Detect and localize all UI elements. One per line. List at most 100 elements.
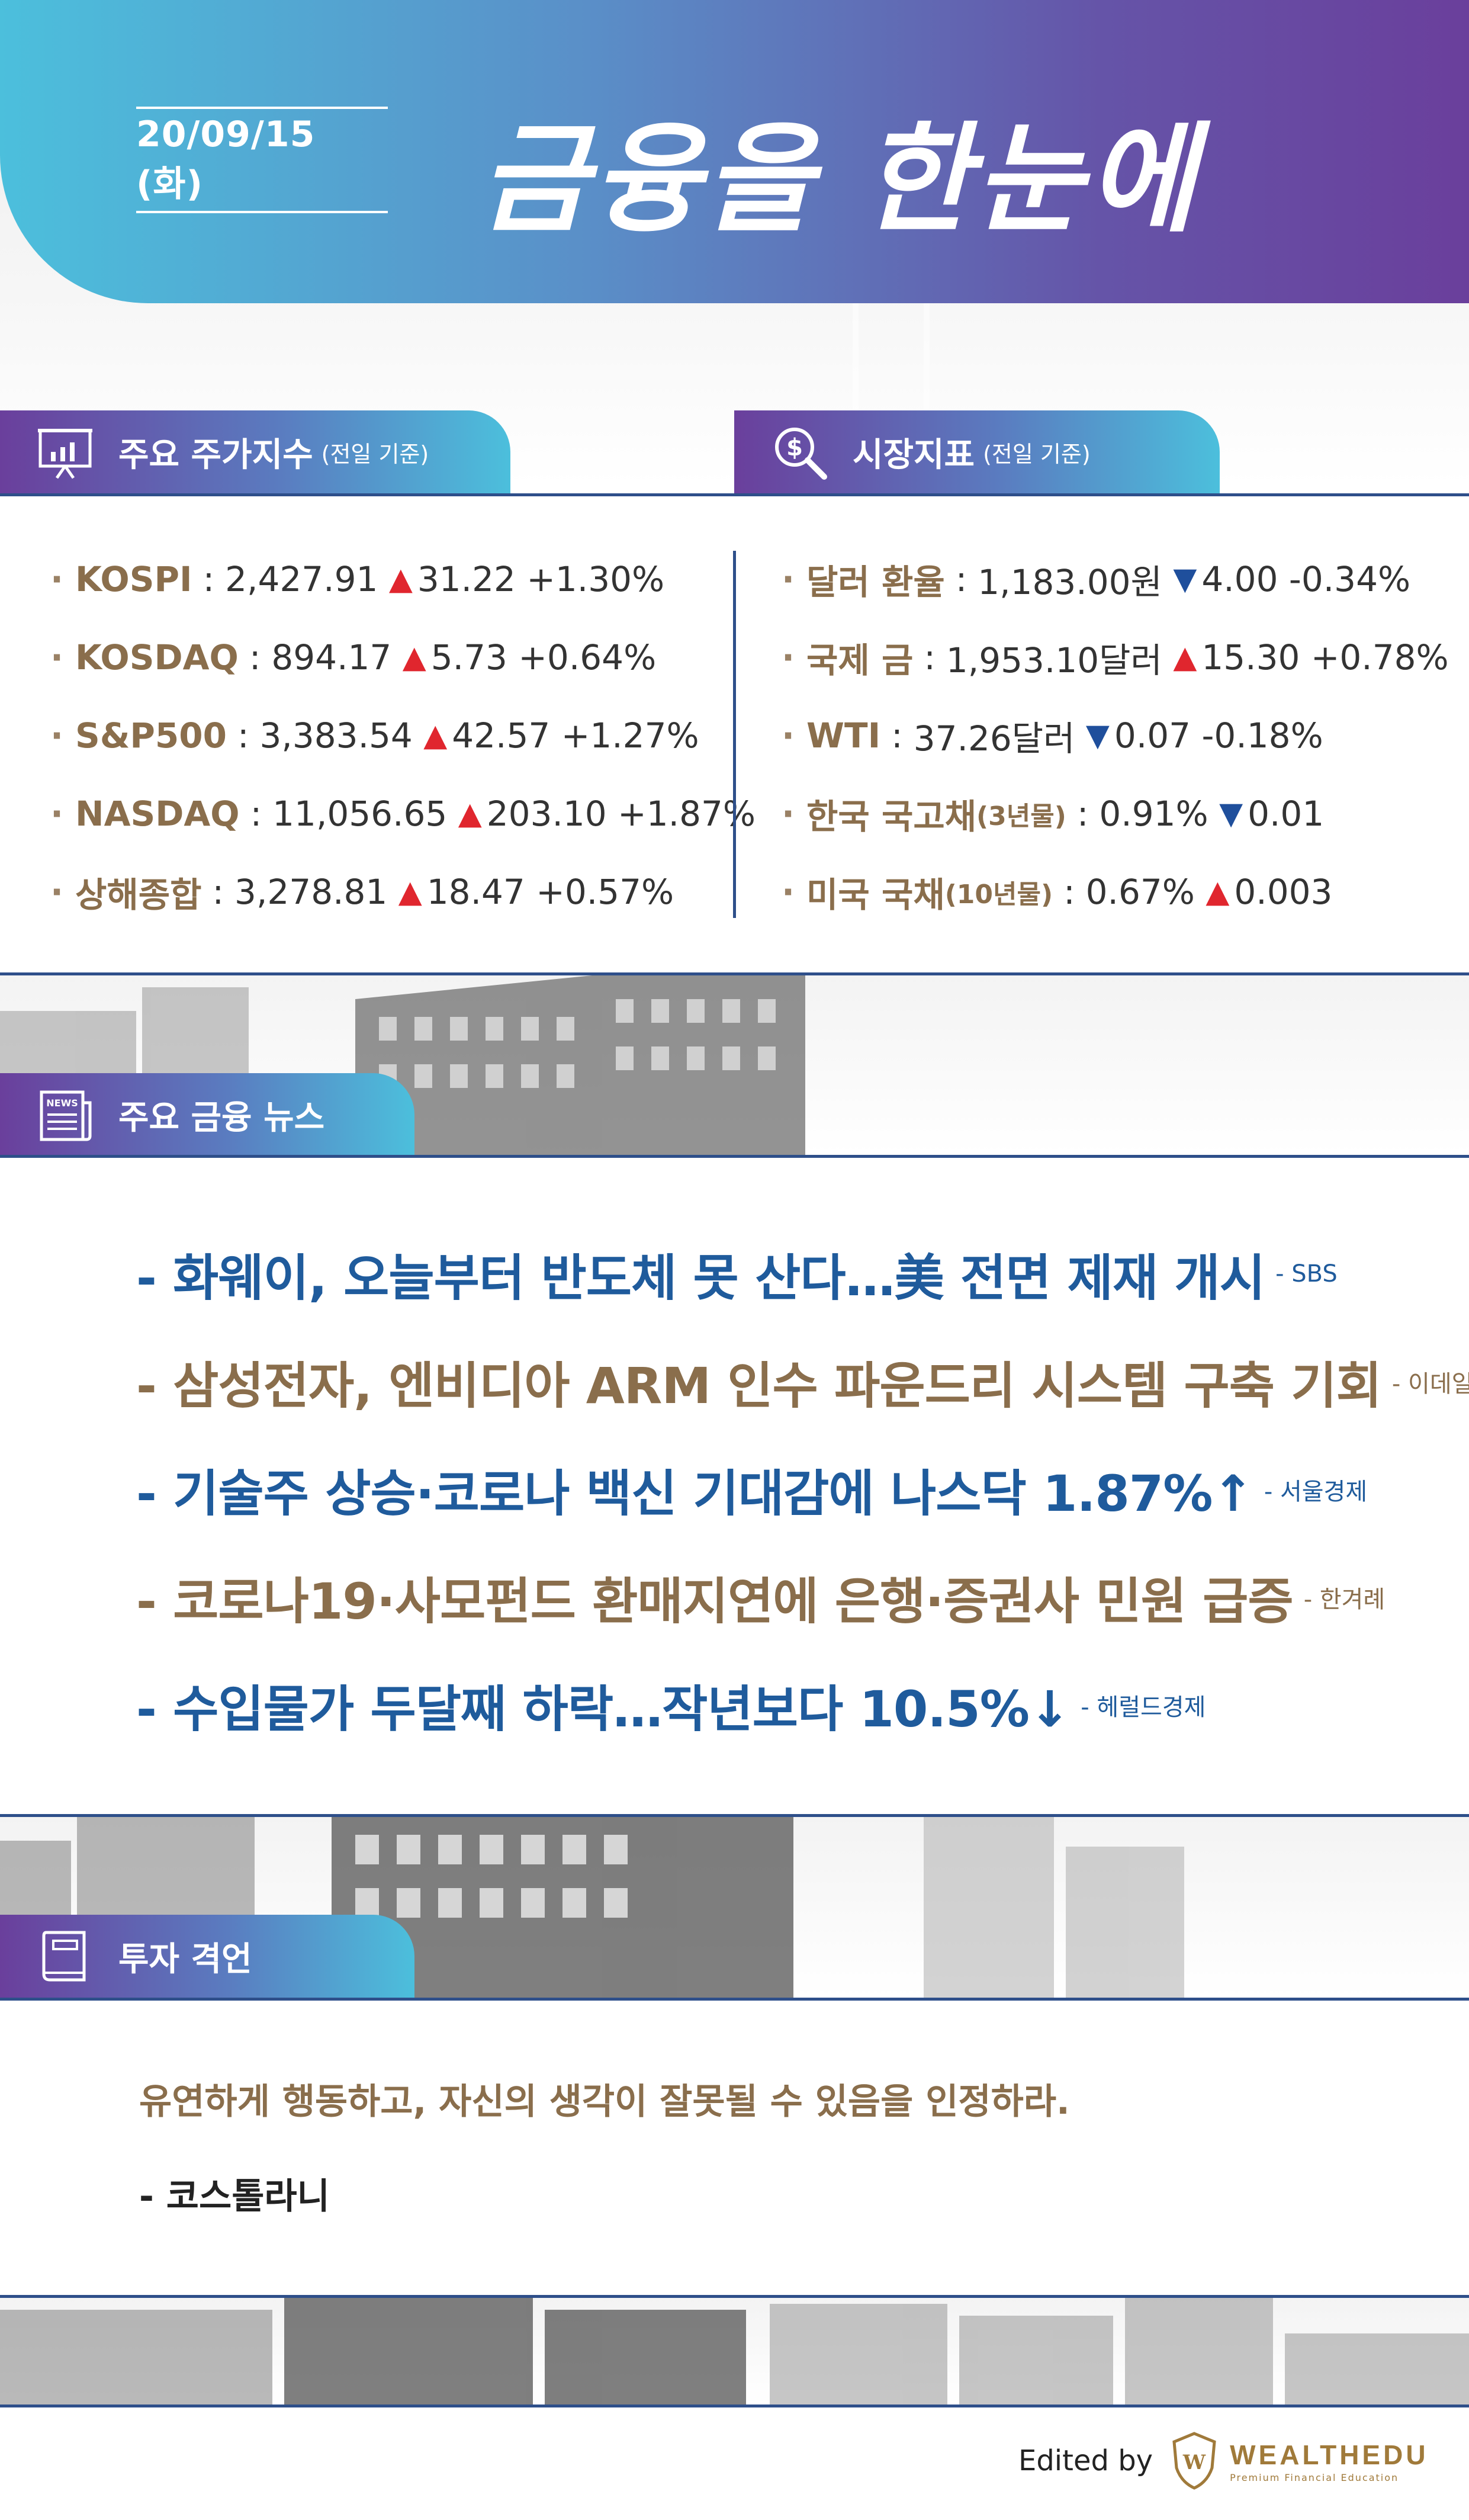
brand-logo: WEALTHEDU Premium Financial Education [1230, 2439, 1428, 2483]
book-icon [36, 1927, 95, 1986]
indicator-value: 0.67% [1085, 872, 1195, 912]
down-arrow-icon: ▼ [1219, 796, 1243, 832]
indicator-percent: +0.78% [1310, 637, 1449, 678]
footer: Edited by W WEALTHEDU Premium Financial … [1018, 2431, 1429, 2490]
indicator-change: 0.003 [1234, 872, 1333, 912]
news-item[interactable]: - 삼성전자, 엔비디아 ARM 인수 파운드리 시스템 구축 기회 - 이데일… [136, 1328, 1469, 1436]
index-value: 3,383.54 [259, 715, 413, 756]
indicator-name: 미국 국채 [806, 875, 945, 915]
indicator-value: 1,183.00원 [978, 562, 1162, 602]
index-value: 11,056.65 [272, 794, 448, 834]
news-source: - 한겨례 [1303, 1586, 1386, 1613]
market-section-subtitle: (전일 기준) [983, 441, 1091, 467]
indicator-name: WTI [806, 715, 881, 756]
news-source: - SBS [1275, 1260, 1338, 1288]
list-item: · S&P500: 3,383.54 ▲ 42.57 +1.27% [50, 715, 699, 756]
list-item: · WTI: 37.26달러 ▼ 0.07 -0.18% [782, 696, 1449, 775]
tab-market-indicators: $ 시장지표 (전일 기준) [734, 410, 1220, 493]
index-percent: +1.27% [561, 715, 699, 756]
index-percent: +0.64% [518, 637, 657, 678]
market-indicator-list: · 달러 환율: 1,183.00원 ▼ 4.00 -0.34% · 국제 금: 1,… [782, 540, 1449, 931]
svg-text:$: $ [786, 434, 803, 461]
section-rule [0, 1814, 1469, 1817]
news-item[interactable]: - 수입물가 두달째 하락…작년보다 10.5%↓ - 헤럴드경제 [136, 1651, 1469, 1759]
news-headline[interactable]: - 수입물가 두달째 하락…작년보다 10.5%↓ [136, 1680, 1071, 1738]
indicator-name: 국제 금 [806, 640, 914, 680]
index-name: S&P500 [75, 715, 227, 756]
list-item: · 상해종합: 3,278.81 ▲ 18.47 +0.57% [50, 853, 756, 931]
indicator-name: 한국 국고채 [806, 797, 977, 837]
up-arrow-icon: ▲ [388, 561, 413, 597]
index-percent: +1.30% [526, 559, 665, 599]
down-arrow-icon: ▼ [1085, 718, 1110, 753]
investment-quote: 유연하게 행동하고, 자신의 생각이 잘못될 수 있음을 인정하라. [139, 2081, 1070, 2123]
up-arrow-icon: ▲ [402, 640, 426, 675]
header-banner: 20/09/15 (화) 금융을 한눈에 [0, 0, 1469, 303]
stock-section-subtitle: (전일 기준) [321, 441, 429, 467]
indicator-term: (3년물) [976, 801, 1066, 832]
list-item: · KOSDAQ: 894.17 ▲ 5.73 +0.64% [50, 637, 657, 678]
news-item[interactable]: - 코로나19·사모펀드 환매지연에 은행·증권사 민원 급증 - 한겨례 [136, 1543, 1469, 1651]
edited-by-label: Edited by [1018, 2444, 1153, 2477]
up-arrow-icon: ▲ [423, 718, 448, 753]
page-title: 금융을 한눈에 [480, 111, 1200, 249]
list-item: · KOSPI: 2,427.91 ▲ 31.22 +1.30% [50, 559, 665, 599]
up-arrow-icon: ▲ [458, 796, 482, 832]
indicator-value: 37.26달러 [913, 718, 1075, 759]
brand-name: WEALTHEDU [1230, 2439, 1429, 2470]
indicator-change: 4.00 [1201, 559, 1278, 599]
index-change: 42.57 [452, 715, 551, 756]
index-change: 18.47 [426, 872, 525, 912]
indicator-change: 0.07 [1114, 715, 1191, 756]
index-name: 상해종합 [75, 875, 202, 915]
news-source: - 서울경제 [1264, 1478, 1368, 1505]
up-arrow-icon: ▲ [398, 874, 422, 910]
market-section-title: 시장지표 [853, 435, 975, 474]
list-item: · 국제 금: 1,953.10달러 ▲ 15.30 +0.78% [782, 618, 1449, 696]
wealthedu-logo-icon: W [1171, 2431, 1218, 2490]
tab-financial-news: NEWS 주요 금융 뉴스 [0, 1073, 414, 1156]
index-change: 203.10 [486, 794, 607, 834]
news-headline[interactable]: - 화웨이, 오늘부터 반도체 못 산다…美 전면 제재 개시 [136, 1248, 1265, 1307]
list-item: · 미국 국채 (10년물): 0.67% ▲ 0.003 [782, 853, 1449, 931]
news-list: - 화웨이, 오늘부터 반도체 못 산다…美 전면 제재 개시 - SBS - … [136, 1220, 1469, 1759]
news-headline[interactable]: - 코로나19·사모펀드 환매지연에 은행·증권사 민원 급증 [136, 1572, 1294, 1630]
news-item[interactable]: - 화웨이, 오늘부터 반도체 못 산다…美 전면 제재 개시 - SBS [136, 1220, 1469, 1328]
index-value: 894.17 [271, 637, 392, 678]
building-backdrop [0, 975, 1469, 1155]
news-section-title: 주요 금융 뉴스 [118, 1098, 325, 1137]
indicator-percent: -0.34% [1288, 559, 1411, 599]
news-item[interactable]: - 기술주 상승·코로나 백신 기대감에 나스닥 1.87%↑ - 서울경제 [136, 1436, 1469, 1543]
indicator-change: 15.30 [1201, 637, 1300, 678]
news-icon-label: NEWS [46, 1097, 78, 1109]
index-percent: +0.57% [536, 872, 674, 912]
indicator-name: 달러 환율 [806, 562, 945, 602]
logo-letter: W [1182, 2451, 1206, 2474]
section-rule [0, 1998, 1469, 2001]
indicator-percent: -0.18% [1201, 715, 1323, 756]
news-headline[interactable]: - 기술주 상승·코로나 백신 기대감에 나스닥 1.87%↑ [136, 1464, 1254, 1523]
indicator-term: (10년물) [944, 879, 1053, 910]
news-headline[interactable]: - 삼성전자, 엔비디아 ARM 인수 파운드리 시스템 구축 기회 [136, 1356, 1382, 1415]
building-backdrop [0, 2298, 1469, 2405]
section-rule [0, 972, 1469, 975]
dollar-magnifier-icon: $ [770, 422, 829, 481]
index-name: NASDAQ [75, 794, 240, 834]
stock-index-list: · KOSPI: 2,427.91 ▲ 31.22 +1.30% · KOSDAQ: … [50, 540, 756, 931]
indicator-value: 1,953.10달러 [946, 640, 1162, 680]
header-date: 20/09/15 (화) [136, 113, 316, 205]
up-arrow-icon: ▲ [1206, 874, 1230, 910]
up-arrow-icon: ▲ [1173, 640, 1197, 675]
brand-tagline: Premium Financial Education [1230, 2471, 1399, 2483]
index-change: 5.73 [430, 637, 507, 678]
section-rule [0, 493, 1469, 496]
section-rule [0, 2405, 1469, 2407]
newspaper-icon: NEWS [36, 1085, 95, 1144]
section-rule [0, 1155, 1469, 1158]
tab-investment-quote: 투자 격언 [0, 1915, 414, 1998]
quote-author: - 코스톨라니 [139, 2176, 330, 2217]
list-item: · 한국 국고채 (3년물): 0.91% ▼ 0.01 [782, 775, 1449, 853]
section-rule [0, 2295, 1469, 2298]
list-item: · 달러 환율: 1,183.00원 ▼ 4.00 -0.34% [782, 540, 1449, 618]
indicator-value: 0.91% [1099, 794, 1208, 834]
